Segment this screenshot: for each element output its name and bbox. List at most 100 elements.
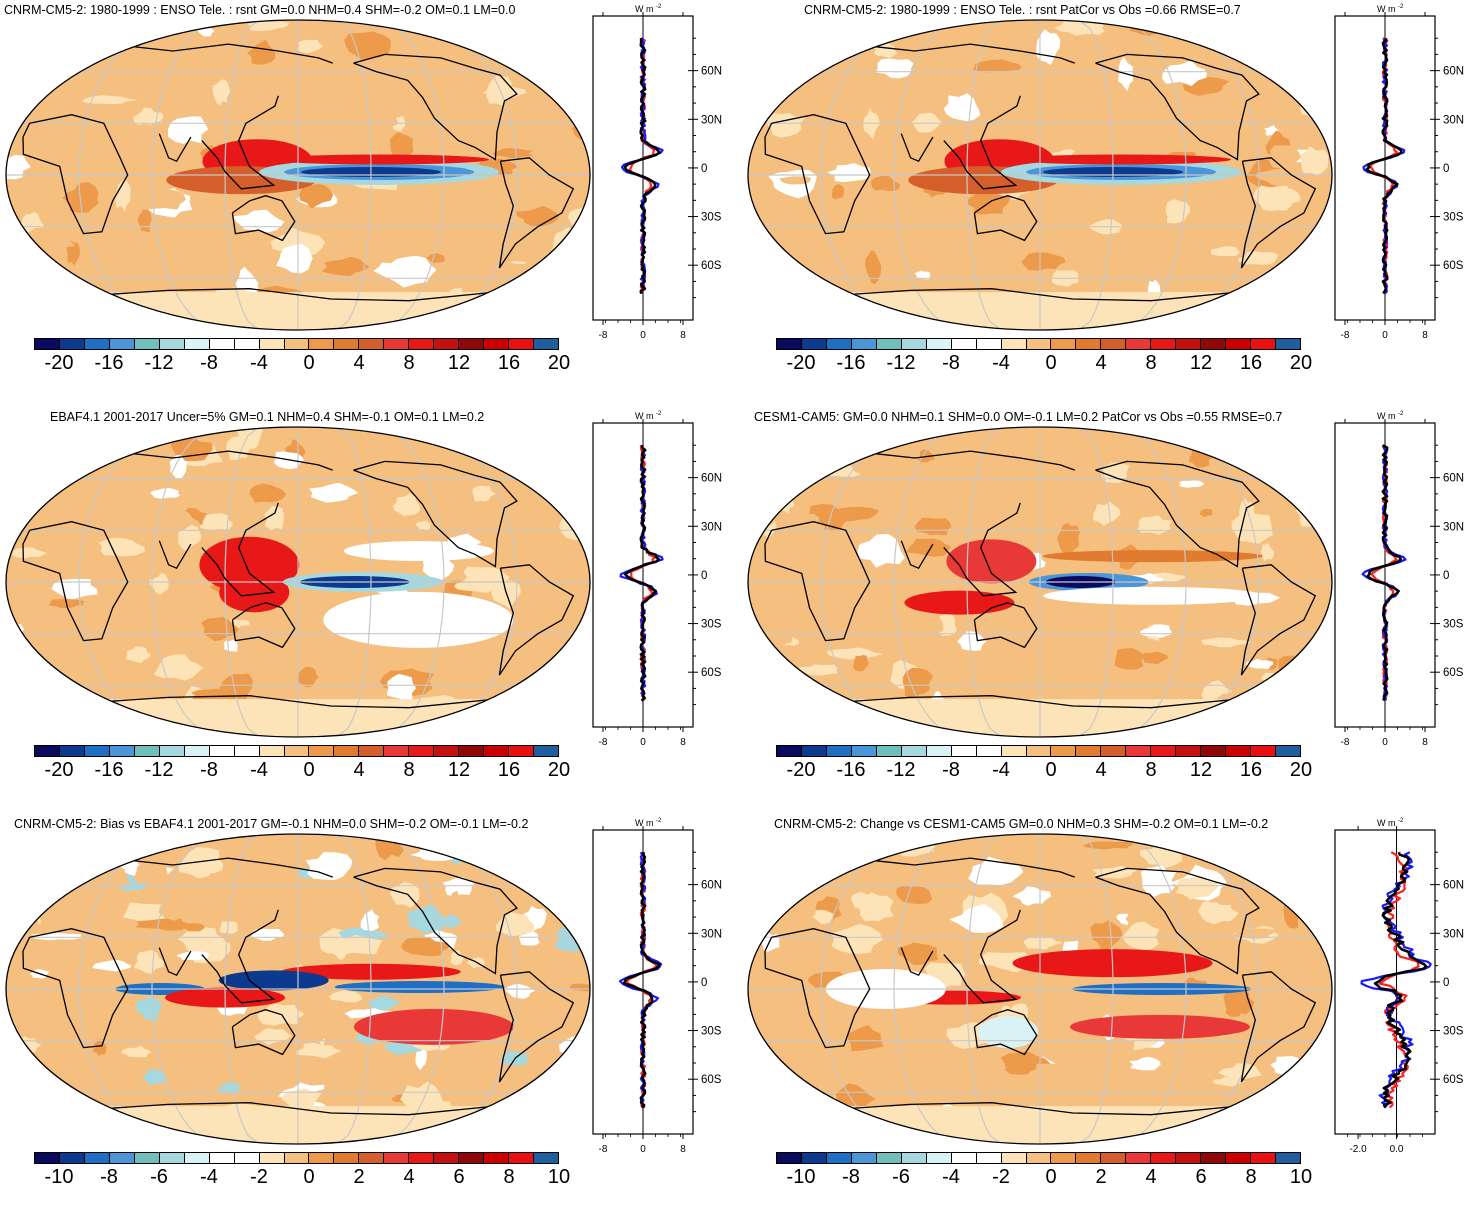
colorbar-swatch <box>901 339 927 349</box>
field-patch <box>22 883 35 917</box>
robinson-map <box>5 19 591 331</box>
field-patch <box>754 20 777 38</box>
lat-label: 0 <box>1443 163 1449 175</box>
field-patch <box>1189 1056 1229 1084</box>
field-patch <box>748 579 787 613</box>
field-patch <box>807 1100 840 1113</box>
colorbar-label: -16 <box>94 352 124 374</box>
colorbar-swatch <box>434 1153 460 1163</box>
lat-label: 60N <box>701 66 722 78</box>
field-patch <box>305 852 353 881</box>
field-patch <box>831 184 845 200</box>
field-patch <box>748 716 768 737</box>
field-patch <box>917 449 935 463</box>
lat-label: 60N <box>1443 473 1464 485</box>
field-patch <box>310 111 339 126</box>
coastline <box>353 867 518 975</box>
colorbar-label: 4 <box>353 759 365 781</box>
colorbar-labels: -20 -16 -12 -8 -4 0 4 8 12 16 20 <box>776 759 1313 785</box>
field-patch <box>773 443 799 453</box>
map-outline <box>5 833 591 1145</box>
colorbar-swatch <box>284 746 310 756</box>
field-patch <box>1175 876 1218 900</box>
colorbar-swatch <box>259 1153 285 1163</box>
graticule-lon <box>820 834 925 1144</box>
zonal-mean-plot: W m -2 60N 30N 0 30S 60S -8 0 8 <box>592 818 722 1155</box>
robinson-map <box>5 426 591 738</box>
colorbar-swatch <box>509 746 535 756</box>
colorbar-swatch <box>159 1153 185 1163</box>
lat-label: 60S <box>701 1074 722 1086</box>
field-patch <box>77 1117 110 1138</box>
graticule-lon <box>1078 20 1114 330</box>
field-patch <box>1191 967 1222 982</box>
colorbar-swatch <box>1201 339 1227 349</box>
field-patch <box>1197 901 1221 924</box>
colorbar-swatch <box>1201 1153 1227 1163</box>
field-patch <box>1090 920 1123 950</box>
colorbar-swatch <box>484 339 510 349</box>
field-patch <box>121 1045 151 1058</box>
colorbar-label: -20 <box>44 759 74 781</box>
field-patch <box>276 874 295 904</box>
field-patch <box>64 707 91 726</box>
colorbar-swatch <box>1051 746 1077 756</box>
field-patch <box>789 1025 802 1037</box>
field-patch <box>860 892 894 922</box>
colorbar-swatch <box>1001 1153 1027 1163</box>
field-patch <box>795 1103 835 1124</box>
map-panel-1: CNRM-CM5-2: 1980-1999 : ENSO Tele. : rsn… <box>0 0 741 395</box>
field-anomaly <box>1043 586 1264 605</box>
lat-label: 30S <box>701 212 722 224</box>
series-black <box>623 38 661 294</box>
colorbar-swatch <box>484 746 510 756</box>
colorbar-swatch <box>359 746 385 756</box>
series-black <box>1365 38 1403 295</box>
coastline <box>943 95 1021 190</box>
field-patch <box>1295 504 1331 528</box>
colorbar-swatch <box>459 746 485 756</box>
field-patch <box>779 176 812 185</box>
colorbar-label: -4 <box>942 1166 960 1188</box>
colorbar-swatch <box>1026 746 1052 756</box>
colorbar-label: 0 <box>303 1166 315 1188</box>
x-label: 0 <box>640 330 646 341</box>
field-patch <box>1161 557 1182 579</box>
map-outline <box>747 833 1333 1145</box>
colorbar-swatch <box>409 746 435 756</box>
lat-label: 30N <box>701 114 722 126</box>
field-patch <box>896 885 933 904</box>
field-patch <box>135 918 193 931</box>
field-patch <box>835 475 879 503</box>
field-patch <box>889 195 926 216</box>
field-patch <box>472 485 496 502</box>
field-patch <box>89 843 105 864</box>
field-patch <box>876 627 912 645</box>
graticule-lon <box>413 834 518 1144</box>
colorbar-swatch <box>434 746 460 756</box>
colorbar-swatch <box>309 1153 335 1163</box>
coastline <box>973 1009 1038 1056</box>
field-anomaly <box>946 539 1037 584</box>
colorbar-label: -2 <box>250 1166 268 1188</box>
colorbar-swatch <box>1126 746 1152 756</box>
field-patch <box>321 256 370 277</box>
colorbar-swatch <box>976 746 1002 756</box>
coastline <box>973 195 1038 242</box>
x-label: 0 <box>1382 330 1388 341</box>
colorbar-labels: -20 -16 -12 -8 -4 0 4 8 12 16 20 <box>34 759 571 785</box>
colorbar-swatch <box>284 339 310 349</box>
colorbar-swatch <box>1176 339 1202 349</box>
field-patch <box>805 430 831 450</box>
colorbar-label: 8 <box>1145 759 1157 781</box>
field-patch <box>296 39 324 54</box>
colorbar-swatch <box>434 339 460 349</box>
field-patch <box>137 205 152 233</box>
colorbar-swatch <box>801 1153 827 1163</box>
colorbar-label: 20 <box>547 759 571 781</box>
field-patch <box>360 909 380 931</box>
field-anomaly <box>1010 154 1231 165</box>
x-label: -8 <box>1341 737 1350 748</box>
lat-label: 30S <box>1443 212 1464 224</box>
coastline <box>973 602 1038 649</box>
